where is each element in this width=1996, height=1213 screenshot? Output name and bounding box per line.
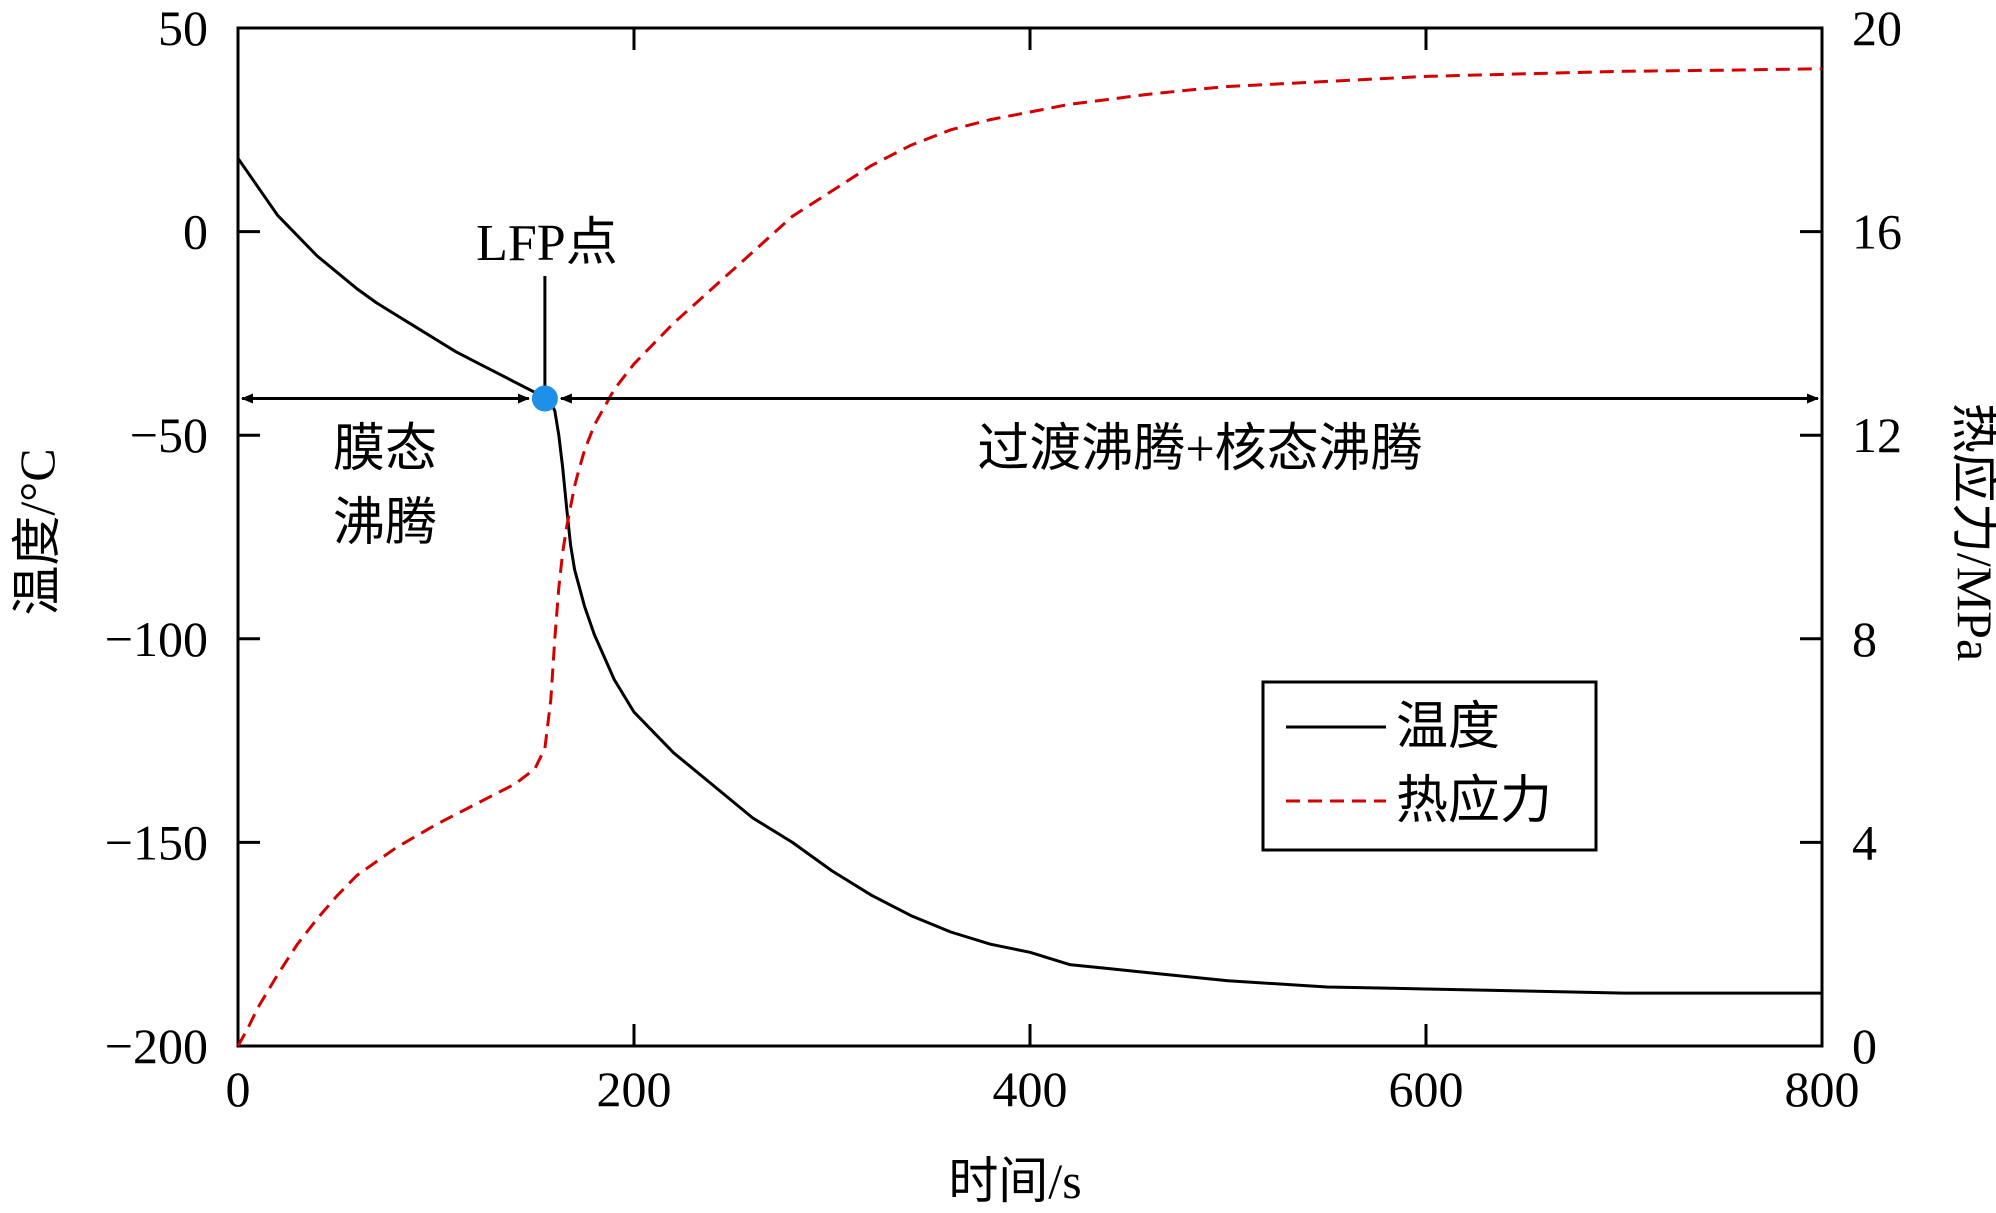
right-y-axis-title: 热应力/MPa <box>1947 403 1996 661</box>
x-tick-label: 400 <box>993 1061 1068 1117</box>
legend-box <box>1261 680 1598 852</box>
series-layer <box>236 67 1823 1047</box>
right-y-tick-label: 8 <box>1852 611 1877 667</box>
x-tick-label: 800 <box>1785 1061 1860 1117</box>
x-axis: 0 200 400 600 800 <box>226 28 1860 1117</box>
left-y-tick-label: −100 <box>105 611 208 667</box>
film-boiling-label-line2: 沸腾 <box>333 495 437 552</box>
film-boiling-label-line1: 膜态 <box>333 421 437 478</box>
x-axis-title: 时间/s <box>948 1153 1081 1209</box>
left-y-axis: −200 −150 −100 −50 0 50 <box>105 0 260 1074</box>
x-tick-label: 0 <box>226 1061 251 1117</box>
lfp-point-marker <box>531 385 558 412</box>
x-tick-label: 600 <box>1389 1061 1464 1117</box>
legend-label-temperature: 温度 <box>1396 699 1500 756</box>
left-y-tick-label: −150 <box>105 814 208 870</box>
right-y-tick-label: 0 <box>1852 1018 1877 1074</box>
legend: 温度 热应力 <box>1261 680 1598 852</box>
left-y-tick-label: 50 <box>158 0 208 56</box>
left-y-axis-title: 温度/°C <box>9 448 65 615</box>
right-y-tick-label: 16 <box>1852 204 1902 260</box>
legend-label-stress: 热应力 <box>1396 773 1552 830</box>
right-y-tick-label: 4 <box>1852 814 1877 870</box>
right-y-tick-label: 12 <box>1852 407 1902 463</box>
left-y-tick-label: 0 <box>183 204 208 260</box>
left-y-tick-label: −50 <box>130 407 208 463</box>
plot-border <box>236 26 1824 1048</box>
right-y-tick-label: 20 <box>1852 0 1902 56</box>
right-y-axis: 0 4 8 12 16 20 <box>1800 0 1902 1074</box>
stress-series-line <box>236 67 1823 1047</box>
lfp-label: LFP点 <box>476 215 618 272</box>
temperature-series-line <box>236 157 1822 995</box>
plot-frame <box>236 26 1824 1048</box>
x-tick-label: 200 <box>597 1061 672 1117</box>
transition-nucleate-boiling-label: 过渡沸腾+核态沸腾 <box>977 421 1422 478</box>
left-y-tick-label: −200 <box>105 1018 208 1074</box>
